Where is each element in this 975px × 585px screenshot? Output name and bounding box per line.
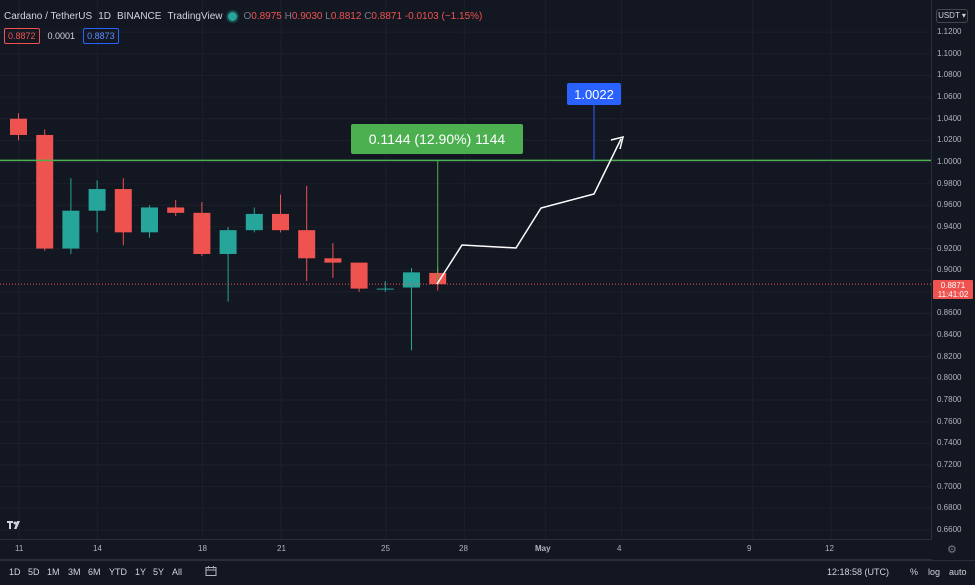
- timeframe-button[interactable]: 5D: [28, 567, 40, 577]
- price-tick: 0.9600: [937, 200, 962, 210]
- candle-body: [141, 207, 158, 233]
- legend-source: TradingView: [167, 11, 223, 22]
- candle-body: [62, 210, 80, 249]
- timeframe-button[interactable]: 1D: [9, 567, 21, 577]
- bar-countdown: 11:41:02: [937, 290, 969, 299]
- price-tick: 1.0000: [937, 157, 962, 166]
- price-tick: 1.1000: [937, 48, 962, 58]
- price-tick: 0.6600: [937, 524, 962, 534]
- legend-change: -0.0103 (−1.15%): [404, 11, 483, 22]
- time-tick: May: [535, 544, 551, 553]
- price-tick: 0.7200: [937, 459, 962, 469]
- ask-price[interactable]: 0.8873: [83, 28, 119, 44]
- price-tick: 0.7000: [937, 481, 962, 491]
- candle-body: [403, 272, 420, 288]
- legend-close: 0.8871: [371, 11, 403, 22]
- log-scale-toggle[interactable]: log: [928, 567, 941, 577]
- candle-body: [376, 288, 394, 290]
- measure-label: 0.1144 (12.90%) 1144: [369, 131, 506, 147]
- candle-body: [350, 262, 368, 289]
- spread-value: 0.0001: [47, 31, 76, 41]
- price-axis[interactable]: 1.1200 1.1000 1.0800 1.0600 1.0400 1.0200 1.00…: [932, 0, 975, 540]
- price-tick: 0.9000: [937, 265, 962, 275]
- candle-body: [245, 213, 263, 231]
- arrow-head: [610, 135, 625, 150]
- price-tick: 1.0800: [937, 70, 962, 80]
- candle-body: [88, 189, 106, 211]
- bottom-toolbar: [0, 560, 975, 585]
- last-price-tag: 0.8871 11:41:02: [933, 280, 973, 299]
- price-tick: 0.8400: [937, 330, 962, 340]
- legend-low: 0.8812: [330, 11, 362, 22]
- projection-arrow: [436, 138, 622, 285]
- candle-body: [10, 118, 27, 135]
- candle-body: [324, 258, 342, 263]
- time-tick: 12: [825, 544, 834, 553]
- utc-clock[interactable]: 12:18:58 (UTC): [827, 567, 890, 577]
- candle-body: [298, 230, 316, 259]
- price-tick: 0.9200: [937, 243, 962, 253]
- timeframe-button[interactable]: YTD: [109, 567, 127, 577]
- time-tick: 4: [617, 544, 622, 553]
- legend-symbol[interactable]: Cardano / TetherUS: [4, 11, 93, 22]
- time-axis[interactable]: 11 14 18 21 25 28 May 4 9 12: [0, 540, 932, 560]
- quote-pills: 0.8872 0.0001 0.8873: [4, 28, 119, 44]
- last-price-value: 0.8871: [940, 281, 966, 290]
- target-label-box: [567, 83, 621, 105]
- calendar-range-icon[interactable]: [205, 566, 217, 577]
- legend-exchange: BINANCE: [117, 11, 162, 22]
- timeframe-button[interactable]: All: [172, 567, 183, 577]
- price-tick: 0.8600: [937, 308, 962, 318]
- price-tick: 1.0200: [937, 135, 962, 145]
- timeframe-button[interactable]: 1Y: [135, 567, 147, 577]
- legend-ohlc: O0.8975 H0.9030 L0.8812 C0.8871 -0.0103 …: [243, 11, 483, 22]
- timeframe-button[interactable]: 6M: [88, 567, 101, 577]
- percent-scale-toggle[interactable]: %: [910, 567, 919, 577]
- price-tick: 1.0600: [937, 92, 962, 102]
- candle-body: [167, 207, 185, 213]
- currency-button[interactable]: USDT ▾: [936, 9, 968, 23]
- auto-scale-toggle[interactable]: auto: [949, 567, 967, 577]
- price-tick: 0.9400: [937, 221, 962, 231]
- bid-price[interactable]: 0.8872: [4, 28, 40, 44]
- target-label: 1.0022: [574, 87, 614, 102]
- candle-body: [272, 213, 289, 231]
- measure-label-box: [351, 124, 523, 154]
- time-tick: 11: [15, 544, 24, 553]
- candle-body: [114, 189, 132, 233]
- timeframe-button[interactable]: 1M: [47, 567, 60, 577]
- price-tick: 0.7800: [937, 395, 962, 405]
- gear-icon[interactable]: ⚙: [947, 544, 957, 556]
- price-tick: 1.0400: [937, 113, 962, 123]
- time-tick: 14: [93, 544, 102, 553]
- market-status-icon: [228, 12, 238, 21]
- price-tick: 0.6800: [937, 503, 962, 513]
- price-tick: 0.8000: [937, 373, 962, 383]
- time-tick: 18: [198, 544, 207, 553]
- time-tick: 21: [277, 544, 286, 553]
- price-tick: 0.7400: [937, 438, 962, 448]
- legend-open: 0.8975: [251, 11, 282, 22]
- candle-body: [36, 134, 54, 249]
- time-tick: 28: [459, 544, 468, 553]
- symbol-legend: Cardano / TetherUS 1D BINANCE TradingVie…: [4, 11, 482, 22]
- time-tick: 25: [381, 544, 390, 553]
- candle-body: [193, 212, 211, 254]
- legend-high: 0.9030: [291, 11, 323, 22]
- timeframe-button[interactable]: 5Y: [153, 567, 165, 577]
- timeframe-button[interactable]: 3M: [68, 567, 81, 577]
- price-tick: 0.7600: [937, 416, 962, 426]
- chart-pane[interactable]: 0.1144 (12.90%) 1144 1.0022: [0, 0, 932, 540]
- price-tick: 0.8200: [937, 351, 962, 361]
- candle-body: [219, 230, 237, 254]
- tradingview-logo-icon[interactable]: [7, 519, 23, 531]
- price-tick: 0.9800: [937, 178, 962, 188]
- price-tick: 1.1200: [937, 27, 962, 37]
- time-tick: 9: [747, 544, 752, 553]
- legend-interval[interactable]: 1D: [98, 11, 111, 22]
- candlestick-chart[interactable]: 0.1144 (12.90%) 1144 1.0022: [0, 0, 932, 540]
